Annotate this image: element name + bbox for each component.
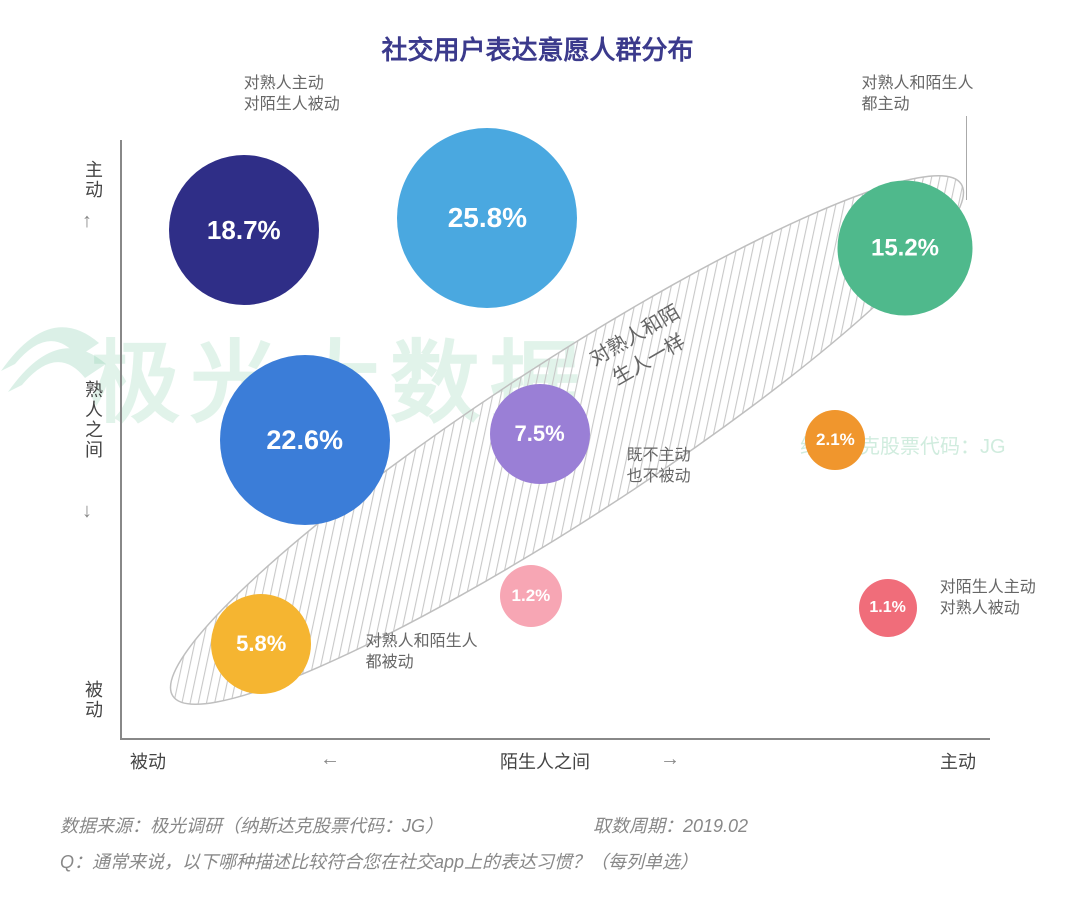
bubble-b7: 1.2% [500,565,562,627]
bubble-b6: 2.1% [805,410,865,470]
bubble-annotation-b3: 对熟人和陌生人 都主动 [862,74,974,116]
y-label-middle: 熟人之间 [80,380,106,460]
x-arrow-right-icon: → [660,748,680,771]
ellipse-label: 对熟人和陌 生人一样 [585,299,700,397]
chart-footer: 数据来源：极光调研（纳斯达克股票代码：JG） 取数周期：2019.02 Q：通常… [60,808,748,880]
bubble-b3: 15.2% [838,181,973,316]
bubble-annotation-b8: 对熟人和陌生人 都被动 [366,632,478,674]
bubble-b4: 22.6% [220,355,390,525]
bubble-b8: 5.8% [211,594,311,694]
bubble-b5: 7.5% [490,384,590,484]
bubble-b9: 1.1% [859,579,917,637]
period-text: 取数周期：2019.02 [593,808,748,844]
bubble-b1: 18.7% [169,155,319,305]
y-arrow-up-icon: ↑ [82,210,92,233]
bubble-annotation-b1: 对熟人主动 对陌生人被动 [244,74,340,116]
bubble-annotation-b9: 对陌生人主动 对熟人被动 [940,578,1036,620]
ellipse-label-line1: 对熟人和陌 [586,301,684,370]
x-label-right: 主动 [940,748,976,774]
x-label-left: 被动 [130,748,166,774]
leader-line-b3 [966,116,967,200]
question-text: Q：通常来说，以下哪种描述比较符合您在社交app上的表达习惯？（每列单选） [60,844,748,880]
bubble-b2: 25.8% [397,128,577,308]
chart-plot-area: 对熟人和陌 生人一样 18.7%对熟人主动 对陌生人被动25.8%15.2%对熟… [120,140,990,740]
y-arrow-down-icon: ↓ [82,500,92,523]
bubble-annotation-b5: 既不主动 也不被动 [627,446,691,488]
chart-title: 社交用户表达意愿人群分布 [0,0,1075,67]
x-arrow-left-icon: ← [320,748,340,771]
y-label-top: 主动 [80,160,106,200]
y-label-bottom: 被动 [80,680,106,720]
x-label-middle: 陌生人之间 [500,748,590,774]
x-axis: 被动 陌生人之间 主动 [120,748,990,778]
ellipse-label-line2: 生人一样 [609,331,689,390]
source-text: 数据来源：极光调研（纳斯达克股票代码：JG） [60,808,443,844]
